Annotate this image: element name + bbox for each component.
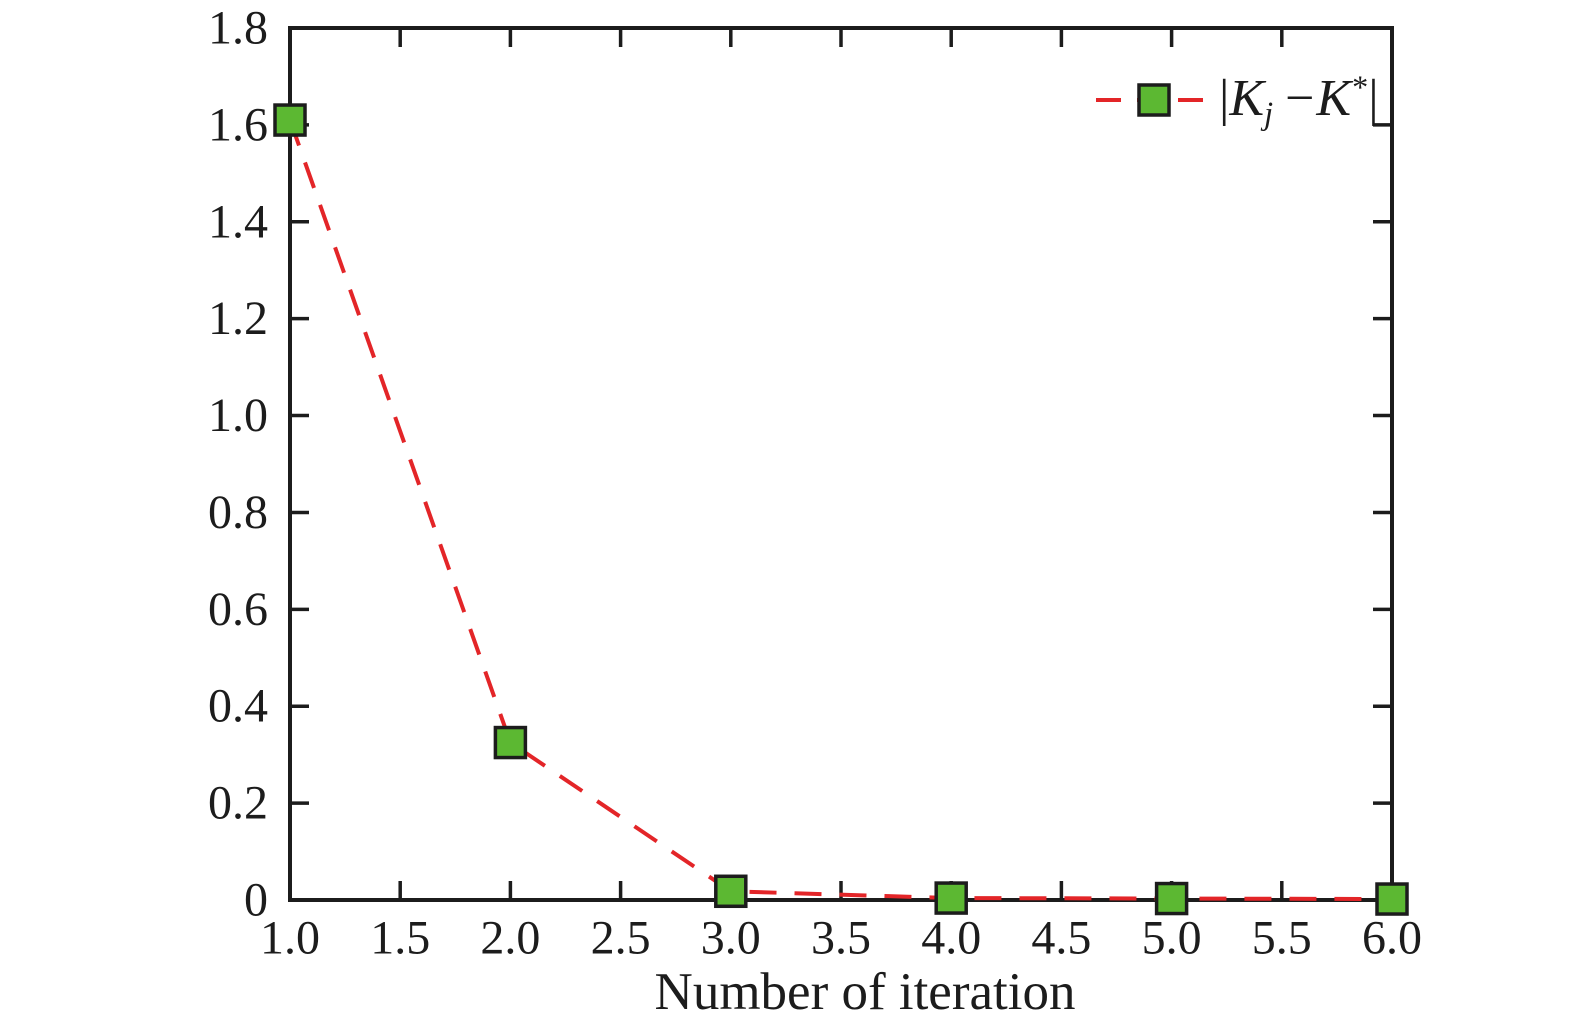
x-tick-label: 2.5 <box>591 912 651 965</box>
legend: |Kj −K*| <box>1094 55 1379 145</box>
legend-label-bar-right: | <box>1368 69 1379 127</box>
y-tick-label: 0.4 <box>208 680 268 733</box>
data-point-marker <box>493 725 528 760</box>
legend-label-k2: K <box>1316 69 1352 127</box>
data-point-marker <box>1154 881 1189 916</box>
x-tick-label: 1.5 <box>370 912 430 965</box>
series-line <box>288 119 1393 902</box>
x-tick-label: 2.0 <box>480 912 540 965</box>
x-tick-label: 5.5 <box>1252 912 1312 965</box>
x-axis-title: Number of iteration <box>654 963 1076 1021</box>
y-tick-label: 1.6 <box>208 98 268 151</box>
y-tick-label: 0.2 <box>208 777 268 830</box>
legend-label: |Kj −K*| <box>1219 55 1379 145</box>
y-tick-label: 1.0 <box>208 389 268 442</box>
legend-label-superscript: * <box>1352 69 1369 105</box>
y-tick-label: 1.8 <box>208 2 268 55</box>
x-tick-label: 3.0 <box>701 912 761 965</box>
data-point-marker <box>273 103 307 137</box>
y-tick-label: 0.8 <box>208 486 268 539</box>
x-tick-label: 1.0 <box>260 912 320 965</box>
x-tick-label: 3.5 <box>811 912 871 965</box>
data-point-marker <box>934 881 968 915</box>
legend-key <box>1096 83 1212 117</box>
x-tick-label: 4.5 <box>1031 912 1091 965</box>
plot-box <box>288 26 1394 902</box>
data-point-marker <box>714 874 748 909</box>
legend-marker-sample <box>1137 83 1171 117</box>
x-tick-label: 5.0 <box>1142 912 1202 965</box>
y-tick-label: 0.6 <box>208 583 268 636</box>
legend-label-subscript: j <box>1264 94 1274 131</box>
y-tick-label: 0 <box>244 874 268 927</box>
legend-label-bar-left: | <box>1219 69 1230 127</box>
y-tick-label: 1.2 <box>208 292 268 345</box>
x-tick-label: 6.0 <box>1362 912 1422 965</box>
x-tick-label: 4.0 <box>921 912 981 965</box>
legend-label-k1: K <box>1229 69 1265 127</box>
legend-label-minus: − <box>1285 69 1315 127</box>
data-point-marker <box>1375 882 1409 916</box>
y-tick-label: 1.4 <box>208 195 268 248</box>
